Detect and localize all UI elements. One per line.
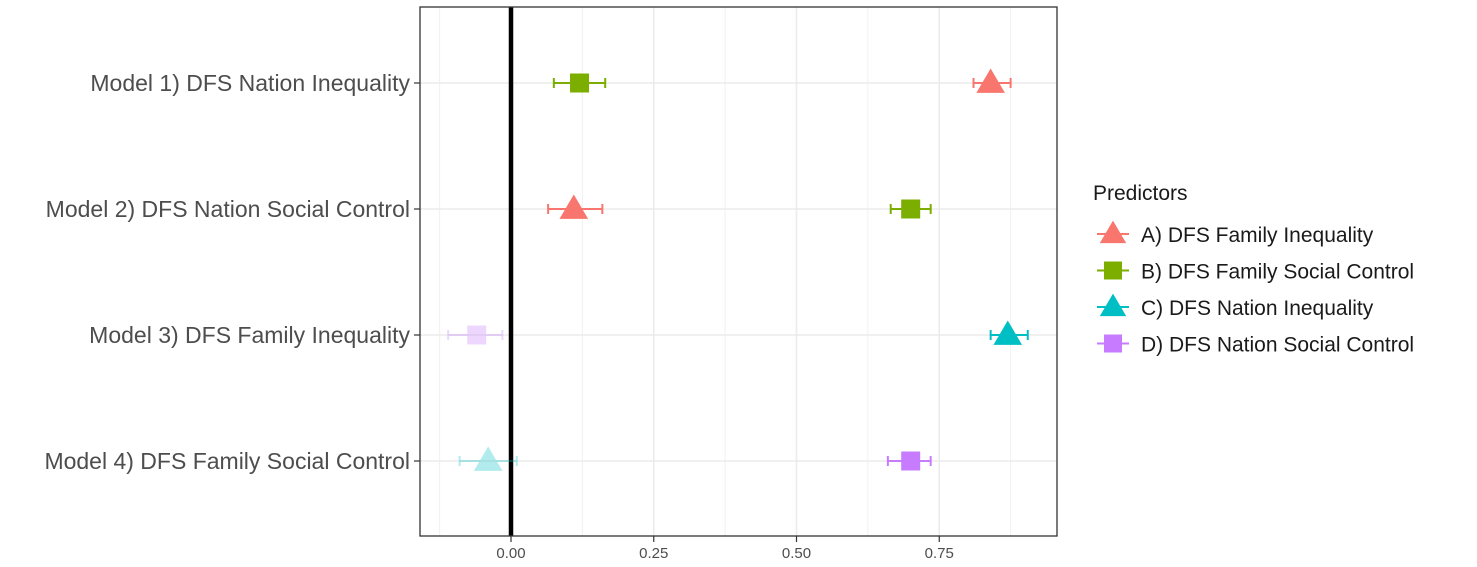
y-tick-label: Model 3) DFS Family Inequality: [89, 322, 410, 348]
legend-label: D) DFS Nation Social Control: [1141, 334, 1414, 357]
axis-layer: Model 1) DFS Nation Inequality Model 2) D…: [44, 6, 1058, 562]
legend-square-marker: [1104, 261, 1122, 280]
legend-square-marker: [1104, 334, 1122, 353]
square-marker: [467, 325, 487, 345]
panel-border: [419, 6, 1058, 537]
legend: Predictors A) DFS Family Inequality B) DFS…: [1093, 182, 1414, 357]
estimate-point-group: [447, 325, 504, 345]
y-tick-label: Model 2) DFS Nation Social Control: [46, 196, 410, 222]
square-marker: [570, 73, 590, 93]
legend-label: C) DFS Nation Inequality: [1141, 297, 1374, 320]
x-tick-label: 0.50: [782, 545, 811, 562]
legend-item: A) DFS Family Inequality: [1097, 220, 1374, 247]
triangle-marker: [473, 446, 503, 471]
estimate-point-group: [886, 451, 932, 471]
legend-title: Predictors: [1093, 182, 1188, 205]
y-tick-label: Model 4) DFS Family Social Control: [44, 448, 410, 474]
estimate-point-group: [458, 446, 518, 471]
legend-item: B) DFS Family Social Control: [1097, 261, 1414, 284]
legend-triangle-marker: [1099, 220, 1127, 244]
marks-layer: [447, 68, 1029, 471]
grid-layer: [420, 7, 1057, 536]
triangle-marker: [976, 68, 1005, 93]
legend-item: D) DFS Nation Social Control: [1097, 334, 1414, 357]
estimate-point-group: [989, 320, 1029, 345]
estimate-point-group: [889, 199, 932, 219]
estimate-point-group: [547, 194, 604, 219]
square-marker: [901, 451, 921, 471]
legend-label: A) DFS Family Inequality: [1141, 224, 1374, 247]
triangle-marker: [993, 320, 1023, 345]
plot-panel: [420, 7, 1057, 536]
estimate-point-group: [552, 73, 607, 93]
y-tick-label: Model 1) DFS Nation Inequality: [90, 70, 410, 96]
legend-label: B) DFS Family Social Control: [1141, 261, 1414, 284]
x-tick-label: 0.75: [925, 545, 954, 562]
x-tick-label: 0.00: [496, 545, 525, 562]
triangle-marker: [559, 194, 589, 219]
square-marker: [901, 199, 921, 219]
legend-triangle-marker: [1099, 293, 1127, 317]
x-tick-label: 0.25: [639, 545, 668, 562]
estimate-point-group: [972, 68, 1012, 93]
legend-item: C) DFS Nation Inequality: [1097, 293, 1374, 320]
